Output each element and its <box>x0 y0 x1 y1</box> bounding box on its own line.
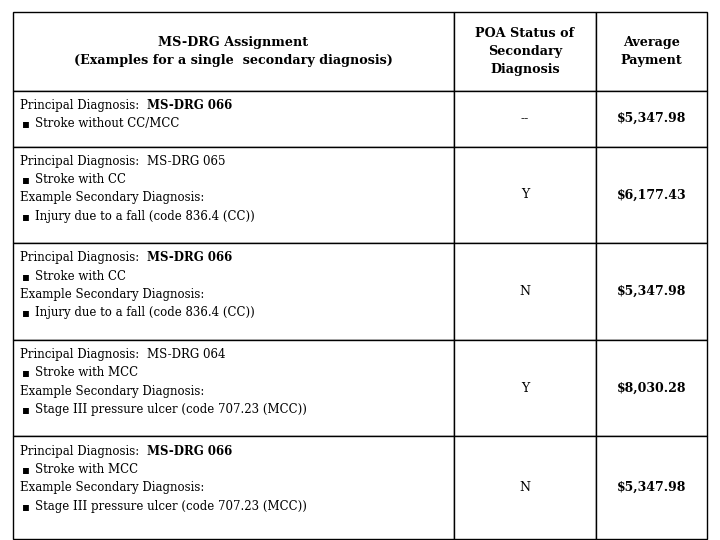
Text: N: N <box>519 285 531 298</box>
Text: MS-DRG 064: MS-DRG 064 <box>147 348 225 361</box>
Bar <box>454 12 596 91</box>
Bar <box>454 243 596 340</box>
Text: MS-DRG 066: MS-DRG 066 <box>147 252 232 265</box>
Bar <box>596 243 707 340</box>
Bar <box>596 146 707 243</box>
Text: --: -- <box>521 112 529 125</box>
Bar <box>13 436 454 539</box>
Text: Principal Diagnosis:: Principal Diagnosis: <box>20 99 147 112</box>
Text: Principal Diagnosis:: Principal Diagnosis: <box>20 348 147 361</box>
Bar <box>13 146 454 243</box>
Text: $5,347.98: $5,347.98 <box>617 112 686 125</box>
Text: $5,347.98: $5,347.98 <box>617 285 686 298</box>
Bar <box>13 243 454 340</box>
Text: Principal Diagnosis:: Principal Diagnosis: <box>20 445 147 458</box>
Bar <box>596 436 707 539</box>
Text: Stroke with MCC: Stroke with MCC <box>35 366 138 380</box>
Text: Injury due to a fall (code 836.4 (CC)): Injury due to a fall (code 836.4 (CC)) <box>35 210 254 222</box>
Text: MS-DRG 065: MS-DRG 065 <box>147 155 225 168</box>
Text: $8,030.28: $8,030.28 <box>617 382 686 395</box>
Bar <box>13 91 454 146</box>
Text: ▪: ▪ <box>22 463 30 476</box>
Text: MS-DRG 066: MS-DRG 066 <box>147 99 232 112</box>
Text: Principal Diagnosis:: Principal Diagnosis: <box>20 252 147 265</box>
Text: ▪: ▪ <box>22 500 30 512</box>
Bar <box>13 340 454 436</box>
Text: Stage III pressure ulcer (code 707.23 (MCC)): Stage III pressure ulcer (code 707.23 (M… <box>35 500 307 512</box>
Bar <box>454 146 596 243</box>
Bar <box>454 91 596 146</box>
Bar <box>454 340 596 436</box>
Text: Stroke without CC/MCC: Stroke without CC/MCC <box>35 118 179 131</box>
Text: MS-DRG 066: MS-DRG 066 <box>147 445 232 458</box>
Text: Y: Y <box>521 382 529 395</box>
Text: Example Secondary Diagnosis:: Example Secondary Diagnosis: <box>20 288 204 301</box>
Text: ▪: ▪ <box>22 366 30 380</box>
Text: Stage III pressure ulcer (code 707.23 (MCC)): Stage III pressure ulcer (code 707.23 (M… <box>35 403 307 416</box>
Text: POA Status of
Secondary
Diagnosis: POA Status of Secondary Diagnosis <box>475 27 575 76</box>
Bar <box>454 436 596 539</box>
Text: Stroke with CC: Stroke with CC <box>35 270 125 283</box>
Text: ▪: ▪ <box>22 403 30 416</box>
Text: Average
Payment: Average Payment <box>621 36 683 67</box>
Text: MS-DRG Assignment
(Examples for a single  secondary diagnosis): MS-DRG Assignment (Examples for a single… <box>74 36 393 67</box>
Bar <box>596 91 707 146</box>
Text: Principal Diagnosis:: Principal Diagnosis: <box>20 155 147 168</box>
Text: ▪: ▪ <box>22 118 30 131</box>
Text: Example Secondary Diagnosis:: Example Secondary Diagnosis: <box>20 481 204 494</box>
Text: $5,347.98: $5,347.98 <box>617 481 686 494</box>
Bar <box>596 12 707 91</box>
Text: ▪: ▪ <box>22 173 30 186</box>
Text: $6,177.43: $6,177.43 <box>617 188 686 201</box>
Text: Example Secondary Diagnosis:: Example Secondary Diagnosis: <box>20 191 204 205</box>
Text: ▪: ▪ <box>22 210 30 222</box>
Bar <box>13 12 454 91</box>
Bar <box>596 340 707 436</box>
Text: Stroke with MCC: Stroke with MCC <box>35 463 138 476</box>
Text: Example Secondary Diagnosis:: Example Secondary Diagnosis: <box>20 384 204 397</box>
Text: Y: Y <box>521 188 529 201</box>
Text: ▪: ▪ <box>22 306 30 319</box>
Text: Injury due to a fall (code 836.4 (CC)): Injury due to a fall (code 836.4 (CC)) <box>35 306 254 319</box>
Text: N: N <box>519 481 531 494</box>
Text: ▪: ▪ <box>22 270 30 283</box>
Text: Stroke with CC: Stroke with CC <box>35 173 125 186</box>
